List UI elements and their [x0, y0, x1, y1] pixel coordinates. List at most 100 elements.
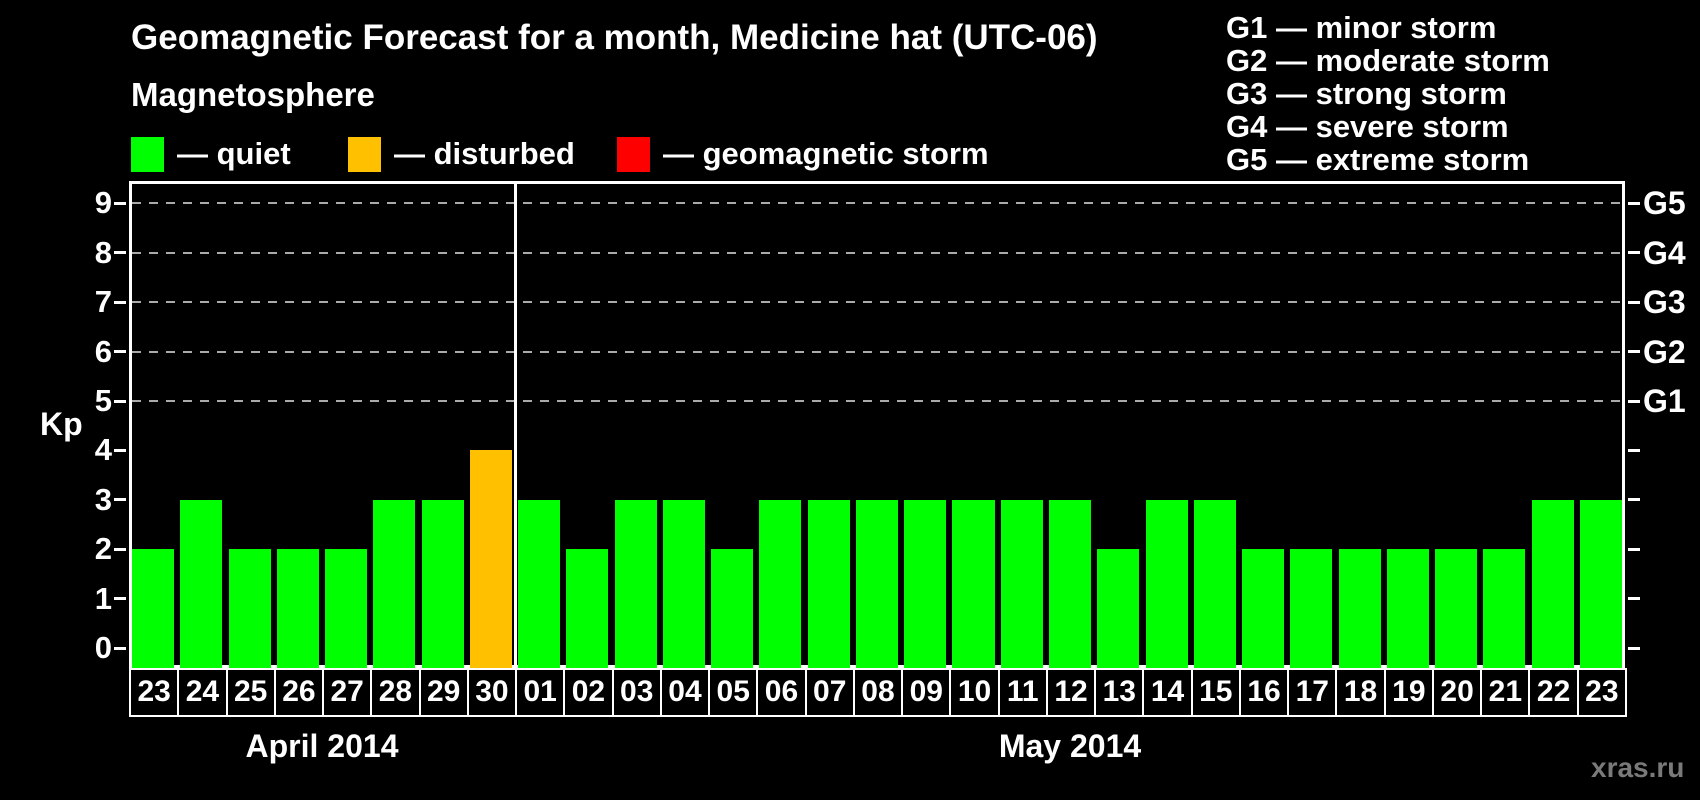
date-cell: 14 — [1142, 668, 1193, 717]
g-legend-line-5: G5 — extreme storm — [1226, 142, 1530, 177]
y-tick-label: 1 — [94, 580, 112, 616]
legend-label-disturbed: — disturbed — [394, 136, 575, 171]
kp-bar — [373, 499, 416, 668]
date-cell: 28 — [370, 668, 421, 717]
g-legend-line-2: G2 — moderate storm — [1226, 43, 1550, 78]
legend-item-quiet: — quiet — [131, 136, 291, 172]
date-cell: 26 — [273, 668, 325, 717]
y-tick-label: 6 — [94, 333, 112, 369]
y-axis-tick-right — [1628, 448, 1640, 452]
y-axis-tick-right — [1628, 547, 1640, 551]
g-legend-line-4: G4 — severe storm — [1226, 109, 1509, 144]
date-cell: 15 — [1190, 668, 1241, 717]
y-axis-tick-right — [1628, 350, 1640, 354]
kp-bar — [1338, 549, 1381, 668]
date-cell: 21 — [1480, 668, 1531, 717]
kp-bar — [759, 499, 802, 668]
y-tick-label: 2 — [94, 531, 112, 567]
kp-bar — [662, 499, 705, 668]
y-axis-tick-left — [114, 448, 126, 452]
legend-item-disturbed: — disturbed — [348, 136, 575, 172]
kp-bar — [1049, 499, 1092, 668]
y-axis-tick-left — [114, 251, 126, 255]
y-axis-tick-right — [1628, 646, 1640, 650]
kp-bar — [1000, 499, 1043, 668]
kp-bar — [904, 499, 947, 668]
y-axis-tick-left — [114, 646, 126, 650]
gridline-kp6 — [132, 350, 1622, 353]
date-cell: 04 — [659, 668, 711, 717]
kp-bar — [518, 499, 561, 668]
month-label: April 2014 — [245, 728, 399, 764]
kp-bar — [614, 499, 657, 668]
g-level-label-g4: G4 — [1643, 234, 1686, 271]
month-separator — [513, 181, 517, 668]
y-axis-tick-left — [114, 597, 126, 601]
date-cell: 05 — [708, 668, 759, 717]
month-label: May 2014 — [998, 728, 1142, 764]
y-axis-tick-left — [114, 498, 126, 502]
date-cell: 18 — [1335, 668, 1386, 717]
kp-axis-label: Kp — [40, 406, 83, 442]
y-axis-tick-left — [114, 300, 126, 304]
kp-bar — [1531, 499, 1574, 668]
date-cell: 23 — [1576, 668, 1627, 717]
y-axis-tick-left — [114, 547, 126, 551]
page-title: Geomagnetic Forecast for a month, Medici… — [131, 18, 1098, 57]
kp-bar — [1290, 549, 1333, 668]
kp-bar — [1483, 549, 1526, 668]
y-axis-tick-left — [114, 399, 126, 403]
gridline-kp5 — [132, 400, 1622, 402]
date-cell: 13 — [1094, 668, 1145, 717]
kp-bar — [421, 499, 464, 668]
g-legend-line-3: G3 — strong storm — [1226, 76, 1507, 111]
date-cell: 20 — [1431, 668, 1483, 717]
date-cell: 09 — [901, 668, 952, 717]
g-scale-legend: G1 — minor storm G2 — moderate storm G3 — … — [1226, 11, 1550, 176]
y-axis-tick-right — [1628, 300, 1640, 304]
kp-bar — [1145, 499, 1188, 668]
kp-bar — [1097, 549, 1140, 668]
y-tick-label: 3 — [94, 481, 112, 517]
gridline-kp9 — [132, 202, 1622, 205]
y-axis-tick-right — [1628, 201, 1640, 205]
y-tick-label: 8 — [94, 234, 112, 270]
y-axis-tick-right — [1628, 498, 1640, 502]
date-cell: 03 — [611, 668, 662, 717]
date-cell: 12 — [1045, 668, 1097, 717]
legend-label-quiet: — quiet — [177, 136, 291, 171]
kp-bar — [469, 450, 512, 668]
y-tick-label: 7 — [94, 284, 112, 320]
kp-bar — [325, 549, 368, 668]
date-cell: 16 — [1238, 668, 1290, 717]
kp-bar — [1386, 549, 1429, 668]
kp-bar — [566, 549, 609, 668]
kp-bar — [228, 549, 271, 668]
legend-label-storm: — geomagnetic storm — [663, 136, 989, 171]
y-axis-tick-right — [1628, 399, 1640, 403]
date-cell: 06 — [756, 668, 807, 717]
kp-bar — [132, 549, 175, 668]
date-cell: 30 — [466, 668, 518, 717]
date-cell: 08 — [852, 668, 904, 717]
storm-swatch — [617, 136, 650, 172]
kp-bar — [952, 499, 995, 668]
disturbed-swatch — [348, 136, 381, 172]
kp-bar — [180, 499, 223, 668]
quiet-swatch — [131, 136, 164, 172]
date-cell: 11 — [997, 668, 1048, 717]
y-tick-label: 4 — [94, 432, 112, 468]
date-cell: 23 — [129, 668, 180, 717]
plot-area — [129, 181, 1625, 668]
g-level-label-g2: G2 — [1643, 333, 1686, 370]
gridline-kp8 — [132, 251, 1622, 254]
date-cell: 01 — [515, 668, 566, 717]
date-cell: 02 — [563, 668, 614, 717]
y-axis-tick-left — [114, 350, 126, 354]
kp-bar — [276, 549, 319, 668]
kp-bar — [1579, 499, 1622, 668]
date-cell: 17 — [1287, 668, 1338, 717]
y-tick-label: 9 — [94, 185, 112, 221]
g-legend-line-1: G1 — minor storm — [1226, 10, 1497, 45]
